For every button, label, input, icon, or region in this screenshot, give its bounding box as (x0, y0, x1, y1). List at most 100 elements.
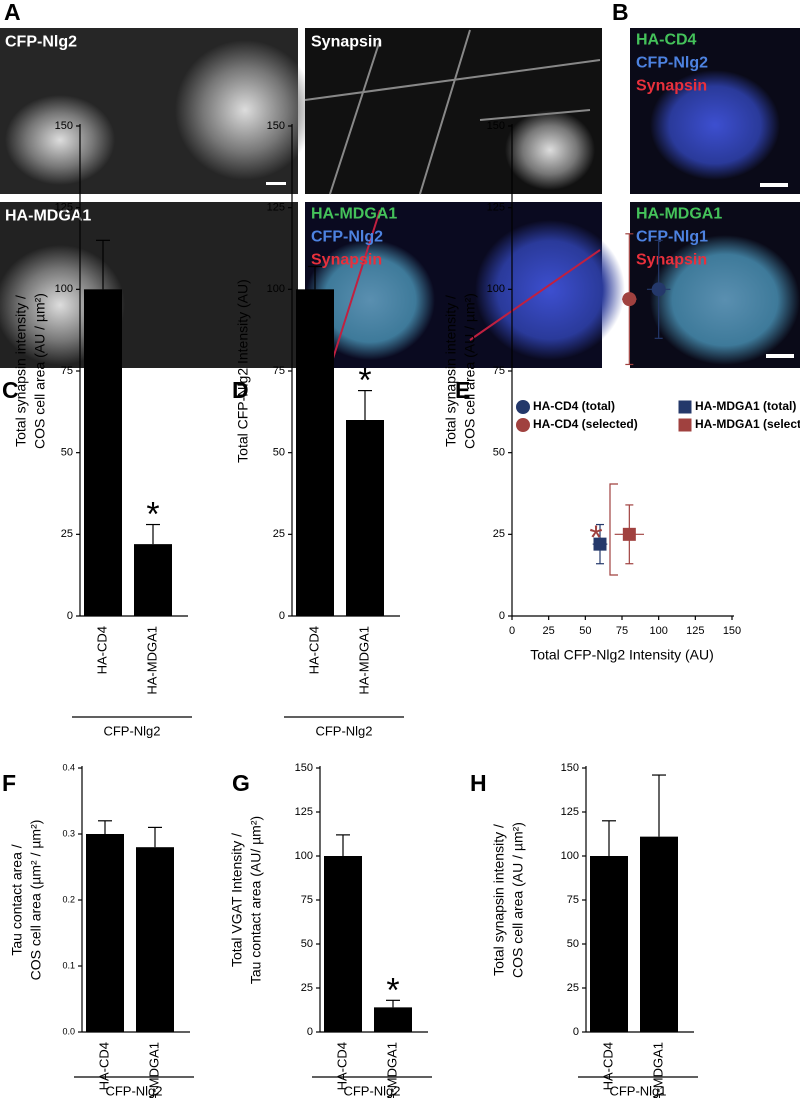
x-tick-label: HA-MDGA1 (384, 1042, 399, 1098)
significance-mark: * (146, 496, 159, 534)
y-tick-label: 25 (301, 982, 313, 994)
group-label: CFP-Nlg2 (105, 1083, 162, 1098)
micrograph-label: CFP-Nlg2 (311, 228, 383, 245)
x-axis-label: Total CFP-Nlg2 Intensity (AU) (530, 647, 714, 663)
micrograph: HA-MDGA1 (0, 202, 298, 368)
bar (640, 836, 678, 1032)
y-tick-label: 0.0 (62, 1026, 75, 1036)
y-tick-label: 0 (67, 610, 73, 622)
significance-mark: * (589, 519, 602, 557)
y-axis-label: Total CFP-Nlg2 Intensity (AU) (235, 279, 251, 463)
micrograph: Synapsin (304, 28, 602, 195)
y-tick-label: 125 (561, 806, 579, 818)
panel-letter: F (2, 770, 16, 796)
x-tick-label: 0 (509, 625, 515, 637)
y-axis-label: COS cell area (AU / µm²) (510, 822, 526, 978)
micrograph-label: Synapsin (311, 251, 382, 268)
x-tick-label: HA-MDGA1 (144, 626, 159, 695)
x-tick-label: 100 (649, 625, 667, 637)
y-tick-label: 0 (573, 1026, 579, 1038)
panel-letter: C (2, 377, 19, 403)
y-tick-label: 50 (273, 447, 285, 459)
y-tick-label: 50 (301, 938, 313, 950)
y-axis-label: Tau contact area (AU/ µm²) (248, 816, 264, 984)
y-tick-label: 25 (61, 528, 73, 540)
y-tick-label: 0.4 (62, 762, 75, 772)
point (622, 527, 636, 541)
panel-letter: G (232, 770, 250, 796)
bar (134, 544, 172, 616)
y-tick-label: 0.1 (62, 960, 75, 970)
y-axis-label: COS cell area (µm² / µm²) (28, 820, 44, 981)
legend-label: HA-MDGA1 (total) (695, 399, 796, 413)
x-tick-label: HA-CD4 (94, 626, 109, 674)
bar (374, 1007, 412, 1032)
y-axis-label: Total synapsin intensity / (443, 295, 459, 447)
y-tick-label: 75 (273, 365, 285, 377)
micrograph-label: HA-CD4 (636, 31, 697, 48)
bar (296, 289, 334, 616)
micrograph-label: CFP-Nlg1 (636, 228, 708, 245)
micrograph-label: Synapsin (311, 33, 382, 50)
micrograph: HA-CD4 CFP-Nlg2 Synapsin (630, 28, 800, 194)
y-tick-label: 125 (267, 202, 285, 214)
legend-marker (516, 400, 530, 414)
y-tick-label: 125 (55, 202, 73, 214)
point (622, 292, 637, 307)
y-tick-label: 0 (307, 1026, 313, 1038)
y-axis-label: Tau contact area / (9, 844, 25, 955)
y-tick-label: 150 (55, 120, 73, 132)
legend-marker (516, 418, 530, 432)
micrograph-label: HA-MDGA1 (636, 205, 722, 222)
point (651, 282, 666, 297)
micrograph: CFP-Nlg2 (0, 28, 315, 194)
micrograph: HA-MDGA1 CFP-Nlg1 Synapsin (630, 202, 800, 368)
y-tick-label: 75 (493, 365, 505, 377)
y-tick-label: 0 (499, 610, 505, 622)
x-tick-label: HA-CD4 (306, 626, 321, 674)
x-tick-label: HA-MDGA1 (650, 1042, 665, 1098)
y-tick-label: 100 (267, 283, 285, 295)
significance-mark: * (358, 362, 371, 400)
bar (324, 856, 362, 1032)
group-label: CFP-Nlg2 (343, 1083, 400, 1098)
legend-marker (678, 400, 692, 414)
y-tick-label: 50 (493, 447, 505, 459)
x-tick-label: 150 (723, 625, 741, 637)
significance-mark: * (386, 971, 399, 1009)
y-tick-label: 150 (267, 120, 285, 132)
y-axis-label: Total synapsin intensity / (491, 824, 507, 976)
bar (84, 289, 122, 616)
y-tick-label: 150 (295, 762, 313, 774)
y-tick-label: 125 (487, 202, 505, 214)
group-label: CFP-Nlg2 (103, 723, 160, 738)
panel-letter: D (232, 377, 249, 403)
x-tick-label: HA-MDGA1 (146, 1042, 161, 1098)
y-tick-label: 25 (567, 982, 579, 994)
y-tick-label: 150 (561, 762, 579, 774)
panel-letter: B (612, 0, 629, 25)
bar (590, 856, 628, 1032)
legend-label: HA-MDGA1 (selected) (695, 417, 800, 431)
y-axis-label: COS cell area (AU / µm²) (462, 293, 478, 449)
micrograph-label: HA-MDGA1 (311, 205, 397, 222)
point (593, 537, 607, 551)
y-tick-label: 25 (273, 528, 285, 540)
y-axis-label: COS cell area (AU / µm²) (32, 293, 48, 449)
panel-letter: A (4, 0, 21, 25)
panel-letter: H (470, 770, 487, 796)
x-tick-label: HA-CD4 (600, 1042, 615, 1090)
micrograph-label: CFP-Nlg2 (636, 54, 708, 71)
micrograph-label: CFP-Nlg2 (5, 33, 77, 50)
y-tick-label: 75 (61, 365, 73, 377)
y-tick-label: 125 (295, 806, 313, 818)
group-label: CFP-Nlg2 (315, 723, 372, 738)
x-tick-label: 125 (686, 625, 704, 637)
micrograph-label: Synapsin (636, 77, 707, 94)
x-tick-label: 25 (543, 625, 555, 637)
x-tick-label: 50 (579, 625, 591, 637)
x-tick-label: HA-MDGA1 (356, 626, 371, 695)
legend-label: HA-CD4 (selected) (533, 417, 638, 431)
panel-letter: E (455, 377, 470, 403)
